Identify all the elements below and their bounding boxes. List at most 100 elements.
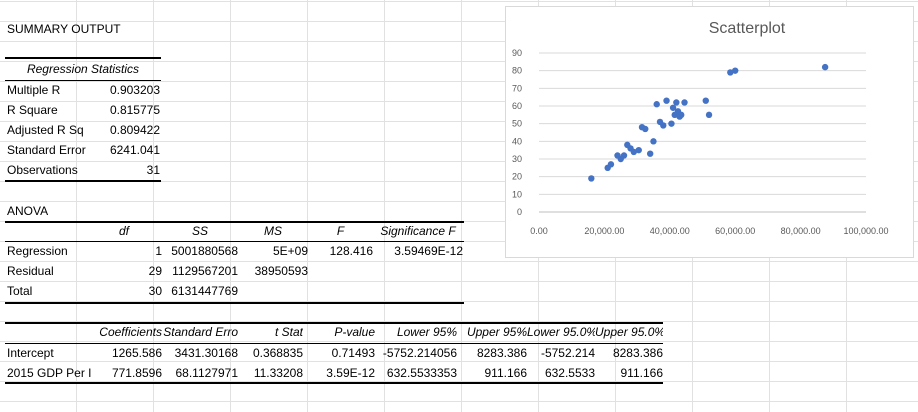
- scatterplot-svg: Scatterplot 0 10 20 30 40 50 60 70 80 90 0.00 20,000…: [512, 20, 889, 236]
- anova-cell[interactable]: 5E+09: [272, 244, 308, 258]
- x-tick-label: 80,000.00: [781, 226, 821, 236]
- anova-header-border: [5, 241, 464, 242]
- scatter-point: [668, 120, 675, 127]
- scatter-point: [705, 111, 713, 119]
- anova-cell[interactable]: 3.59469E-12: [394, 244, 463, 258]
- anova-cell[interactable]: 6131447769: [171, 284, 238, 298]
- y-tick-label: 50: [512, 119, 522, 129]
- y-tick-label: 60: [512, 101, 522, 111]
- scatter-point: [660, 122, 667, 129]
- anova-header-cell[interactable]: F: [336, 224, 345, 238]
- x-tick-label: 0.00: [530, 226, 548, 236]
- y-tick-label: 10: [512, 189, 522, 199]
- coef-header-cell[interactable]: Standard Erro: [163, 325, 238, 339]
- coef-cell[interactable]: 1265.586: [111, 346, 162, 360]
- x-tick-label: 100,000.00: [843, 226, 888, 236]
- anova-header-cell[interactable]: df: [118, 224, 129, 238]
- scatter-point: [588, 175, 595, 182]
- coef-top-border: [5, 322, 663, 324]
- scatter-point: [635, 146, 642, 154]
- coef-cell[interactable]: 68.1127971: [175, 366, 238, 380]
- coef-cell[interactable]: 911.166: [484, 366, 528, 380]
- anova-top-border: [5, 221, 464, 223]
- y-tick-label: 30: [512, 154, 522, 164]
- scatter-point: [702, 97, 709, 104]
- chart-title: Scatterplot: [709, 20, 786, 37]
- anova-cell[interactable]: 30: [148, 284, 162, 298]
- scatter-point: [646, 150, 654, 157]
- reg-stat-value[interactable]: 31: [146, 163, 160, 177]
- coef-cell[interactable]: 8283.386: [476, 346, 527, 360]
- reg-stats-top-border: [5, 57, 161, 59]
- scatter-point: [607, 161, 615, 168]
- reg-stat-label[interactable]: R Square: [7, 103, 58, 117]
- reg-stats-header[interactable]: Regression Statistics: [26, 62, 140, 76]
- coef-bottom-border: [5, 382, 663, 384]
- anova-cell[interactable]: 29: [148, 264, 162, 278]
- scatter-point: [727, 69, 734, 76]
- coef-cell[interactable]: 0.368835: [252, 346, 303, 360]
- reg-stat-label[interactable]: Standard Error: [7, 143, 86, 157]
- coef-cell[interactable]: 0.71493: [331, 346, 375, 360]
- scatter-point: [663, 97, 670, 104]
- coef-header-cell[interactable]: Lower 95.0%: [527, 325, 595, 339]
- anova-cell[interactable]: 128.416: [329, 244, 373, 258]
- coef-cell[interactable]: 11.33208: [253, 366, 303, 380]
- anova-header-cell[interactable]: Significance F: [380, 224, 456, 238]
- coef-header-cell[interactable]: P-value: [334, 325, 375, 339]
- scatter-point: [630, 148, 638, 156]
- scatter-point: [821, 63, 829, 71]
- scatter-point: [653, 101, 660, 108]
- reg-stat-label[interactable]: Adjusted R Sq: [7, 123, 84, 137]
- y-tick-label: 0: [517, 207, 522, 217]
- y-tick-label: 40: [512, 136, 522, 146]
- y-tick-label: 80: [512, 66, 522, 76]
- scatter-point: [669, 104, 677, 111]
- anova-cell[interactable]: 1: [155, 244, 162, 258]
- scatter-point: [681, 99, 688, 106]
- coef-cell[interactable]: 632.5533353: [386, 366, 457, 380]
- anova-cell[interactable]: Total: [7, 284, 33, 298]
- scatterplot-chart[interactable]: Scatterplot 0 10 20 30 40 50 60 70 80 90 0.00 20,000…: [505, 6, 914, 258]
- coef-header-cell[interactable]: Coefficients: [99, 325, 162, 339]
- x-tick-label: 40,000.00: [650, 226, 690, 236]
- coef-header-cell[interactable]: Lower 95%: [396, 325, 457, 339]
- anova-cell[interactable]: 5001880568: [171, 244, 238, 258]
- coef-cell[interactable]: 632.5533: [544, 366, 595, 380]
- reg-stat-label[interactable]: Multiple R: [7, 83, 61, 97]
- coef-cell[interactable]: 3431.30168: [174, 346, 238, 360]
- summary-title[interactable]: SUMMARY OUTPUT: [7, 22, 121, 36]
- reg-stat-value[interactable]: 0.809422: [109, 123, 160, 137]
- coef-row-label[interactable]: 2015 GDP Per I: [7, 366, 91, 380]
- anova-cell[interactable]: Residual: [7, 264, 54, 278]
- coef-cell[interactable]: 771.8596: [111, 366, 162, 380]
- y-tick-label: 90: [512, 48, 522, 58]
- coef-cell[interactable]: -5752.214056: [382, 346, 457, 360]
- reg-stats-bottom-border: [5, 180, 161, 182]
- coef-cell[interactable]: 8283.386: [612, 346, 663, 360]
- anova-cell[interactable]: 38950593: [254, 264, 308, 278]
- x-tick-label: 20,000.00: [584, 226, 624, 236]
- coef-cell[interactable]: 911.166: [620, 366, 664, 380]
- coef-cell[interactable]: 3.59E-12: [326, 366, 375, 380]
- anova-header-cell[interactable]: SS: [191, 224, 208, 238]
- coef-cell[interactable]: -5752.214: [540, 346, 595, 360]
- reg-stat-value[interactable]: 0.815775: [109, 103, 160, 117]
- coef-header-cell[interactable]: Upper 95.0%: [595, 325, 663, 339]
- y-tick-label: 70: [512, 83, 522, 93]
- coef-header-cell[interactable]: Upper 95%: [466, 325, 527, 339]
- coef-header-cell[interactable]: t Stat: [274, 325, 303, 339]
- reg-stat-label[interactable]: Observations: [7, 163, 78, 177]
- scatter-point: [673, 99, 680, 106]
- anova-title[interactable]: ANOVA: [7, 204, 49, 218]
- anova-header-cell[interactable]: MS: [264, 224, 282, 238]
- reg-stat-value[interactable]: 6241.041: [109, 143, 160, 157]
- scatter-point: [678, 111, 685, 119]
- scatter-point: [642, 125, 649, 133]
- coef-header-border: [5, 343, 663, 344]
- coef-row-label[interactable]: Intercept: [7, 346, 54, 360]
- reg-stat-value[interactable]: 0.903203: [109, 83, 160, 97]
- anova-cell[interactable]: 1129567201: [172, 264, 238, 278]
- anova-bottom-border: [5, 302, 464, 304]
- anova-cell[interactable]: Regression: [7, 244, 68, 258]
